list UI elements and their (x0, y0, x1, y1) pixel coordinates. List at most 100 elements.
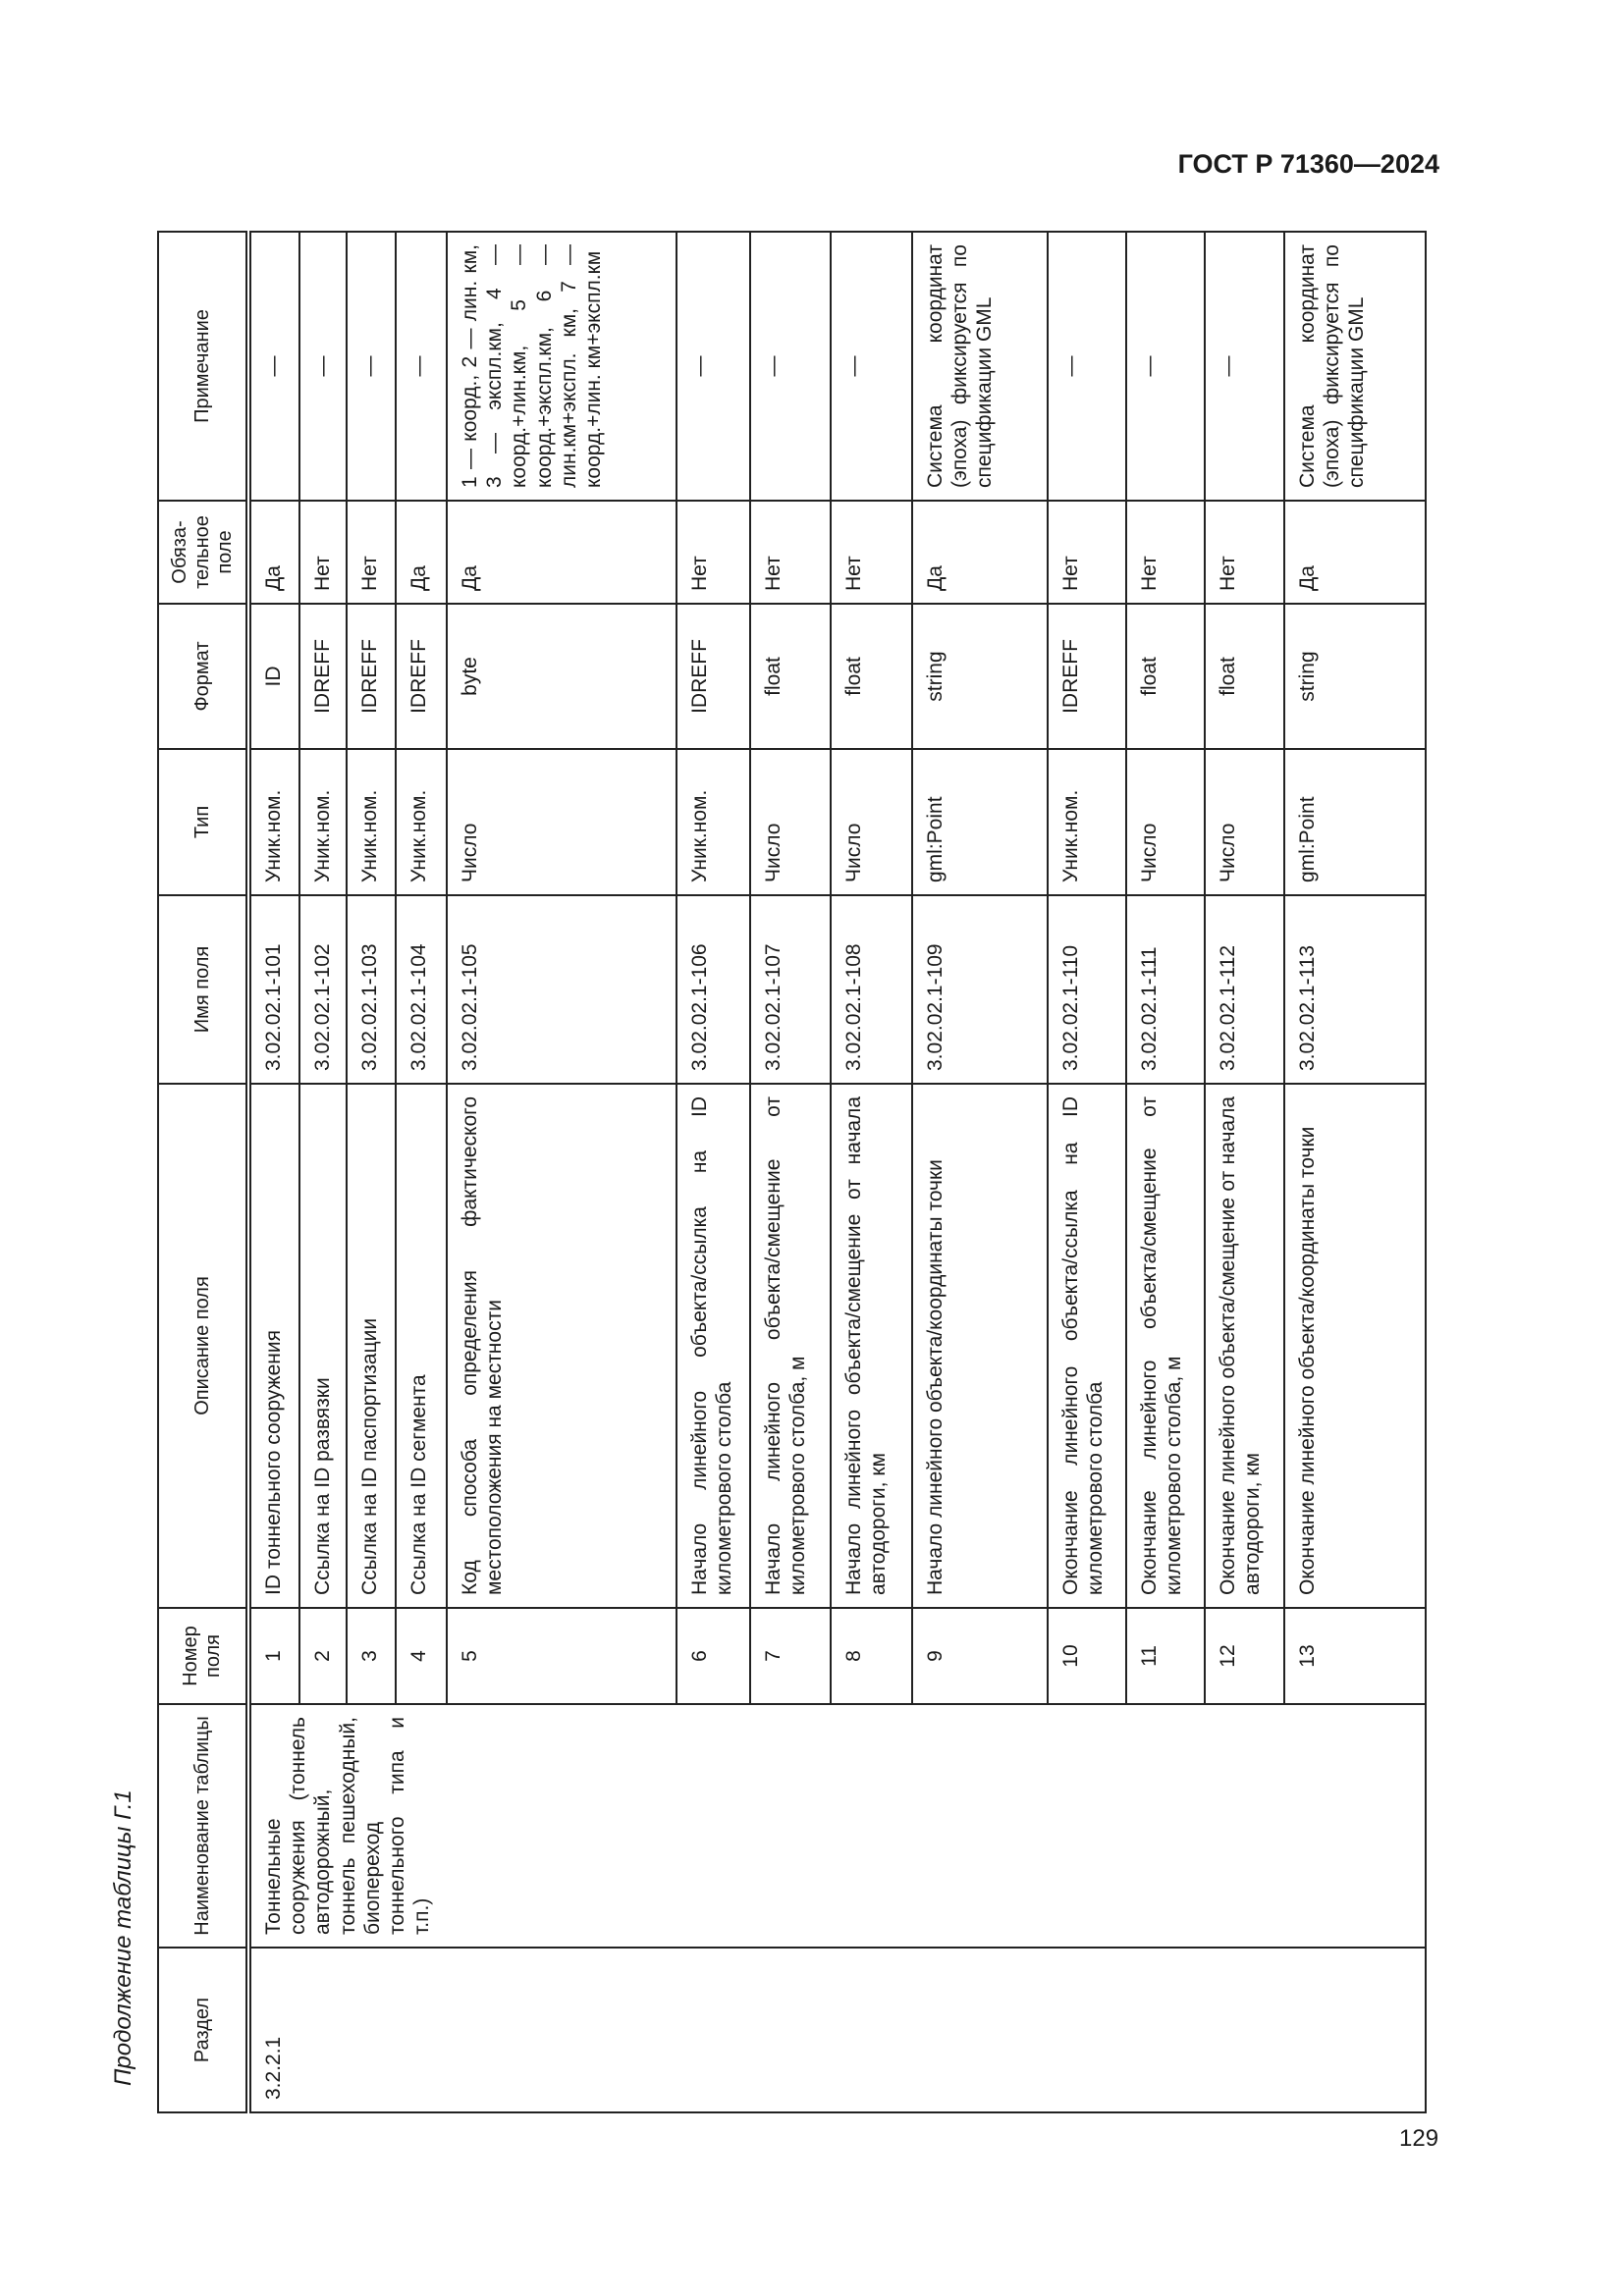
cell-name: 3.02.02.1-110 (1048, 895, 1126, 1084)
cell-desc: Начало линейного объекта/смещение от кил… (750, 1084, 831, 1608)
cell-note: — (677, 232, 750, 501)
cell-name: 3.02.02.1-105 (447, 895, 677, 1084)
col-header: Формат (158, 604, 248, 749)
cell-name: 3.02.02.1-101 (248, 895, 299, 1084)
cell-name: 3.02.02.1-103 (347, 895, 396, 1084)
cell-type: Уник.ном. (396, 749, 447, 895)
cell-required: Да (396, 501, 447, 604)
col-header: Примечание (158, 232, 248, 501)
cell-type: Число (447, 749, 677, 895)
table-caption: Продолжение таблицы Г.1 (110, 1789, 136, 2086)
col-header: Раздел (158, 1948, 248, 2112)
cell-required: Нет (831, 501, 912, 604)
cell-num: 8 (831, 1608, 912, 1704)
cell-format: IDREFF (299, 604, 347, 749)
cell-note: — (1126, 232, 1205, 501)
cell-note: — (248, 232, 299, 501)
table-header-row: Раздел Наименование таблицы Номер поля О… (158, 232, 248, 2112)
col-header: Наименование таблицы (158, 1704, 248, 1948)
cell-num: 3 (347, 1608, 396, 1704)
col-header: Обяза-тельное поле (158, 501, 248, 604)
cell-type: gml:Point (1284, 749, 1426, 895)
fields-table: Раздел Наименование таблицы Номер поля О… (157, 231, 1427, 2113)
cell-desc: Начало линейного объекта/координаты точк… (912, 1084, 1048, 1608)
cell-name: 3.02.02.1-109 (912, 895, 1048, 1084)
cell-num: 6 (677, 1608, 750, 1704)
cell-note: 1 — коорд., 2 — лин. км, 3 — экспл.км, 4… (447, 232, 677, 501)
cell-desc: Окончание линейного объекта/смещение от … (1205, 1084, 1284, 1608)
document-code: ГОСТ Р 71360—2024 (1177, 149, 1439, 179)
cell-note: — (750, 232, 831, 501)
cell-type: Уник.ном. (299, 749, 347, 895)
cell-desc: Ссылка на ID развязки (299, 1084, 347, 1608)
cell-required: Да (447, 501, 677, 604)
cell-note: — (396, 232, 447, 501)
cell-name: 3.02.02.1-104 (396, 895, 447, 1084)
cell-required: Нет (1126, 501, 1205, 604)
cell-note: — (299, 232, 347, 501)
cell-format: IDREFF (347, 604, 396, 749)
cell-note: Система координат (эпоха) фиксируется по… (1284, 232, 1426, 501)
cell-required: Да (1284, 501, 1426, 604)
cell-num: 2 (299, 1608, 347, 1704)
cell-type: Число (750, 749, 831, 895)
cell-format: byte (447, 604, 677, 749)
col-header: Тип (158, 749, 248, 895)
cell-note: — (831, 232, 912, 501)
cell-desc: Окончание линейного объекта/ссылка на ID… (1048, 1084, 1126, 1608)
cell-required: Нет (347, 501, 396, 604)
rotated-table-container: Раздел Наименование таблицы Номер поля О… (157, 231, 1429, 2113)
col-header: Имя поля (158, 895, 248, 1084)
cell-required: Нет (1048, 501, 1126, 604)
cell-type: Число (831, 749, 912, 895)
cell-name: 3.02.02.1-108 (831, 895, 912, 1084)
cell-format: IDREFF (677, 604, 750, 749)
cell-format: float (1205, 604, 1284, 749)
cell-required: Нет (677, 501, 750, 604)
cell-required: Да (912, 501, 1048, 604)
cell-desc: Окончание линейного объекта/смещение от … (1126, 1084, 1205, 1608)
cell-num: 11 (1126, 1608, 1205, 1704)
cell-format: string (912, 604, 1048, 749)
cell-type: Число (1205, 749, 1284, 895)
cell-type: Уник.ном. (248, 749, 299, 895)
cell-name: 3.02.02.1-111 (1126, 895, 1205, 1084)
cell-type: Уник.ном. (1048, 749, 1126, 895)
cell-desc: Окончание линейного объекта/координаты т… (1284, 1084, 1426, 1608)
cell-num: 5 (447, 1608, 677, 1704)
cell-name: 3.02.02.1-107 (750, 895, 831, 1084)
cell-format: float (831, 604, 912, 749)
cell-note: — (1205, 232, 1284, 501)
cell-format: string (1284, 604, 1426, 749)
cell-num: 1 (248, 1608, 299, 1704)
cell-required: Нет (299, 501, 347, 604)
cell-name: 3.02.02.1-112 (1205, 895, 1284, 1084)
cell-num: 13 (1284, 1608, 1426, 1704)
cell-desc: Начало линейного объекта/смещение от нач… (831, 1084, 912, 1608)
cell-num: 7 (750, 1608, 831, 1704)
cell-format: float (750, 604, 831, 749)
cell-note: — (347, 232, 396, 501)
cell-desc: Код способа определения фактического мес… (447, 1084, 677, 1608)
cell-desc: Начало линейного объекта/ссылка на ID ки… (677, 1084, 750, 1608)
col-header: Описание поля (158, 1084, 248, 1608)
cell-format: IDREFF (396, 604, 447, 749)
cell-num: 4 (396, 1608, 447, 1704)
cell-format: IDREFF (1048, 604, 1126, 749)
table-name-cell: Тоннельные сооружения (тоннель автодорож… (248, 1704, 1426, 1948)
page-number: 129 (1399, 2125, 1439, 2152)
cell-required: Да (248, 501, 299, 604)
cell-type: Уник.ном. (677, 749, 750, 895)
cell-note: — (1048, 232, 1126, 501)
table-row: 3.2.2.1 Тоннельные сооружения (тоннель ав… (248, 232, 1426, 2112)
cell-name: 3.02.02.1-102 (299, 895, 347, 1084)
section-cell: 3.2.2.1 (248, 1948, 1426, 2112)
cell-num: 12 (1205, 1608, 1284, 1704)
cell-num: 9 (912, 1608, 1048, 1704)
cell-name: 3.02.02.1-113 (1284, 895, 1426, 1084)
cell-format: ID (248, 604, 299, 749)
cell-desc: ID тоннельного сооружения (248, 1084, 299, 1608)
cell-required: Нет (750, 501, 831, 604)
col-header: Номер поля (158, 1608, 248, 1704)
cell-desc: Ссылка на ID паспортизации (347, 1084, 396, 1608)
